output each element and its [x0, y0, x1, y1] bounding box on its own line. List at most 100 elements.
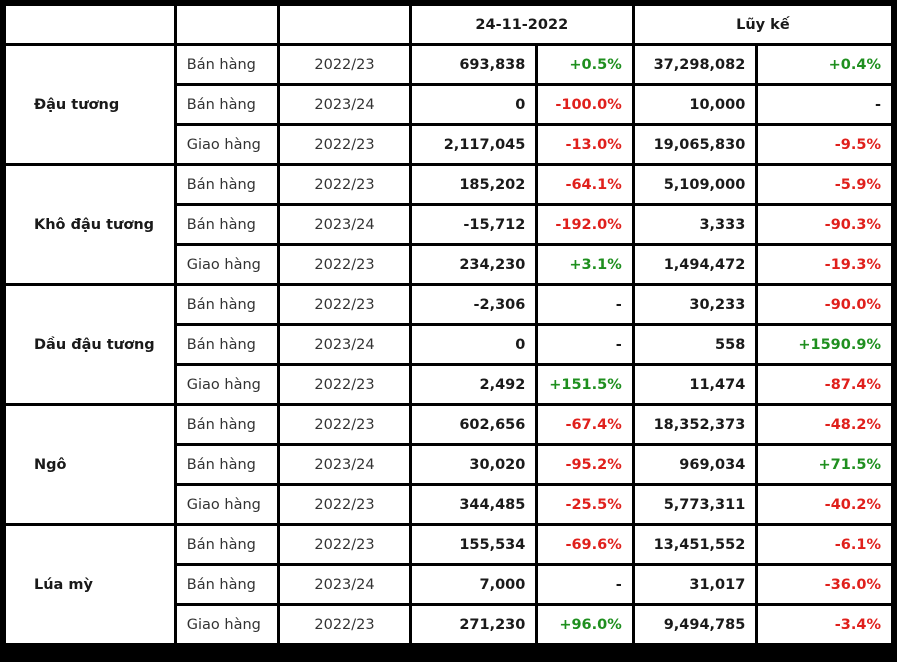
cumulative-value: 9,494,785: [634, 606, 756, 643]
cumulative-value: 30,233: [634, 286, 756, 323]
marketing-year: 2023/24: [280, 86, 409, 123]
table-row: Bán hàng 2023/24 -15,712 -192.0% 3,333 -90.3%: [6, 206, 891, 243]
marketing-year: 2022/23: [280, 406, 409, 443]
marketing-year: 2023/24: [280, 446, 409, 483]
cumulative-change: -87.4%: [758, 366, 891, 403]
weekly-value: 2,117,045: [411, 126, 536, 163]
weekly-change: -95.2%: [538, 446, 632, 483]
cumulative-change: -6.1%: [758, 526, 891, 563]
marketing-year: 2023/24: [280, 326, 409, 363]
transaction-type: Bán hàng: [176, 206, 278, 243]
table-row: Giao hàng 2022/23 234,230 +3.1% 1,494,472 -19…: [6, 246, 891, 283]
weekly-value: 271,230: [411, 606, 536, 643]
marketing-year: 2023/24: [280, 206, 409, 243]
cumulative-value: 10,000: [634, 86, 756, 123]
table-row: Giao hàng 2022/23 2,117,045 -13.0% 19,065,83…: [6, 126, 891, 163]
weekly-value: 234,230: [411, 246, 536, 283]
cumulative-change: +71.5%: [758, 446, 891, 483]
cumulative-value: 19,065,830: [634, 126, 756, 163]
transaction-type: Bán hàng: [176, 406, 278, 443]
marketing-year: 2022/23: [280, 126, 409, 163]
weekly-value: 7,000: [411, 566, 536, 603]
header-empty-cell: [6, 6, 174, 43]
weekly-value: 0: [411, 326, 536, 363]
weekly-value: 693,838: [411, 46, 536, 83]
transaction-type: Giao hàng: [176, 246, 278, 283]
cumulative-change: -5.9%: [758, 166, 891, 203]
header-cumulative: Lũy kế: [634, 6, 891, 43]
header-row: 24-11-2022 Lũy kế: [6, 6, 891, 43]
cumulative-value: 558: [634, 326, 756, 363]
cumulative-change: -3.4%: [758, 606, 891, 643]
marketing-year: 2022/23: [280, 46, 409, 83]
header-empty-cell: [280, 6, 409, 43]
transaction-type: Bán hàng: [176, 566, 278, 603]
marketing-year: 2022/23: [280, 166, 409, 203]
table-row: Giao hàng 2022/23 344,485 -25.5% 5,773,311 -4…: [6, 486, 891, 523]
weekly-change: +0.5%: [538, 46, 632, 83]
cumulative-change: -9.5%: [758, 126, 891, 163]
weekly-change: -: [538, 326, 632, 363]
table-row: Lúa mỳ Bán hàng 2022/23 155,534 -69.6% 13,451…: [6, 526, 891, 643]
marketing-year: 2022/23: [280, 606, 409, 643]
weekly-change: -: [538, 286, 632, 323]
weekly-value: -15,712: [411, 206, 536, 243]
weekly-value: 185,202: [411, 166, 536, 203]
table-row: Bán hàng 2023/24 0 -100.0% 10,000-: [6, 86, 891, 123]
transaction-type: Bán hàng: [176, 86, 278, 123]
weekly-value: 30,020: [411, 446, 536, 483]
table-row: Bán hàng 2023/24 7,000-31,017 -36.0%: [6, 566, 891, 603]
commodity-name: Khô đậu tương: [6, 166, 174, 283]
weekly-change: -64.1%: [538, 166, 632, 203]
transaction-type: Giao hàng: [176, 606, 278, 643]
transaction-type: Bán hàng: [176, 46, 278, 83]
marketing-year: 2022/23: [280, 486, 409, 523]
table-row: Bán hàng 2023/24 30,020 -95.2% 969,034 +71.5%: [6, 446, 891, 483]
table-row: Giao hàng 2022/23 271,230 +96.0% 9,494,785 -3…: [6, 606, 891, 643]
cumulative-change: +0.4%: [758, 46, 891, 83]
cumulative-change: -40.2%: [758, 486, 891, 523]
commodity-name: Đậu tương: [6, 46, 174, 163]
cumulative-change: -90.3%: [758, 206, 891, 243]
weekly-value: 344,485: [411, 486, 536, 523]
weekly-change: -: [538, 566, 632, 603]
table-row: Ngô Bán hàng 2022/23 602,656 -67.4% 18,352,37…: [6, 406, 891, 523]
marketing-year: 2022/23: [280, 366, 409, 403]
weekly-change: -13.0%: [538, 126, 632, 163]
weekly-value: 602,656: [411, 406, 536, 443]
cumulative-value: 5,109,000: [634, 166, 756, 203]
cumulative-change: -90.0%: [758, 286, 891, 323]
weekly-change: -69.6%: [538, 526, 632, 563]
export-sales-table: 24-11-2022 Lũy kế Đậu tương Bán hàng 2022/…: [3, 3, 894, 646]
weekly-value: 0: [411, 86, 536, 123]
cumulative-change: +1590.9%: [758, 326, 891, 363]
weekly-value: 155,534: [411, 526, 536, 563]
cumulative-change: -: [758, 86, 891, 123]
table-row: Đậu tương Bán hàng 2022/23 693,838 +0.5% 37,2…: [6, 46, 891, 163]
transaction-type: Bán hàng: [176, 166, 278, 203]
transaction-type: Bán hàng: [176, 446, 278, 483]
marketing-year: 2022/23: [280, 526, 409, 563]
weekly-value: 2,492: [411, 366, 536, 403]
weekly-change: +151.5%: [538, 366, 632, 403]
table-row: Giao hàng 2022/23 2,492 +151.5% 11,474 -87.4%: [6, 366, 891, 403]
marketing-year: 2022/23: [280, 286, 409, 323]
transaction-type: Giao hàng: [176, 366, 278, 403]
cumulative-value: 969,034: [634, 446, 756, 483]
weekly-change: -100.0%: [538, 86, 632, 123]
header-date: 24-11-2022: [411, 6, 632, 43]
transaction-type: Bán hàng: [176, 286, 278, 323]
table-row: Bán hàng 2023/24 0-558 +1590.9%: [6, 326, 891, 363]
cumulative-change: -48.2%: [758, 406, 891, 443]
transaction-type: Bán hàng: [176, 326, 278, 363]
table-body: Đậu tương Bán hàng 2022/23 693,838 +0.5% 37,2…: [6, 46, 891, 643]
commodity-name: Dầu đậu tương: [6, 286, 174, 403]
marketing-year: 2023/24: [280, 566, 409, 603]
weekly-change: +96.0%: [538, 606, 632, 643]
transaction-type: Giao hàng: [176, 486, 278, 523]
transaction-type: Bán hàng: [176, 526, 278, 563]
table-row: Khô đậu tương Bán hàng 2022/23 185,202 -64.1…: [6, 166, 891, 283]
marketing-year: 2022/23: [280, 246, 409, 283]
cumulative-value: 37,298,082: [634, 46, 756, 83]
